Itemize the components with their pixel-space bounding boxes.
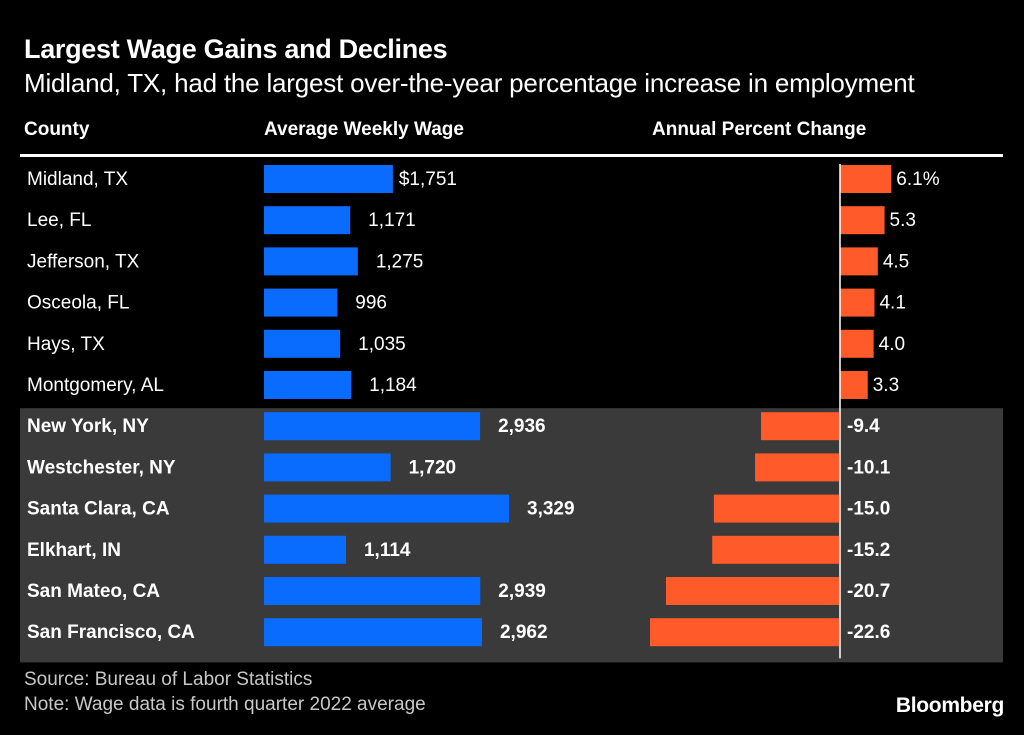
change-value-label: 3.3 [873, 375, 899, 396]
county-label: Osceola, FL [27, 293, 129, 314]
county-label: New York, NY [27, 416, 149, 437]
change-bar [840, 371, 868, 399]
county-label: Jefferson, TX [27, 251, 140, 272]
wage-bar [264, 618, 482, 647]
change-value-label: -10.1 [847, 457, 891, 478]
wage-bar [264, 494, 509, 523]
change-value-label: 5.3 [890, 210, 916, 231]
wage-value-label: 2,962 [500, 622, 548, 643]
chart-title: Largest Wage Gains and Declines [24, 34, 448, 64]
change-value-label: 4.0 [879, 334, 905, 355]
wage-value-label: 1,184 [369, 375, 417, 396]
change-bar [840, 329, 874, 358]
change-value-label: -15.0 [847, 499, 890, 520]
column-header-county: County [24, 119, 90, 140]
county-label: Lee, FL [27, 210, 91, 231]
change-value-label: -20.7 [847, 581, 890, 602]
change-bar [755, 453, 840, 482]
wage-bar [264, 165, 393, 193]
wage-bar [264, 453, 391, 482]
wage-value-label: 1,171 [368, 210, 416, 231]
wage-value-label: 3,329 [527, 499, 575, 520]
county-label: Midland, TX [27, 169, 128, 190]
change-bar [650, 618, 840, 647]
county-label: Elkhart, IN [27, 540, 121, 561]
change-bar [840, 206, 885, 235]
wage-bar [264, 206, 351, 235]
change-value-label: 4.5 [883, 251, 909, 272]
wage-value-label: 996 [355, 293, 387, 314]
county-label: San Mateo, CA [27, 581, 160, 602]
wage-bar [264, 577, 481, 605]
wage-value-label: $1,751 [399, 169, 457, 190]
data-note: Note: Wage data is fourth quarter 2022 a… [24, 694, 426, 715]
wage-value-label: 2,939 [498, 581, 546, 602]
wage-bar [264, 288, 338, 317]
wage-value-label: 1,275 [376, 251, 424, 272]
wage-bar [264, 329, 341, 358]
wage-bar [264, 371, 352, 399]
column-header-change: Annual Percent Change [652, 119, 867, 140]
bloomberg-logo: Bloomberg [895, 694, 1004, 717]
wage-value-label: 2,936 [498, 416, 546, 437]
wage-value-label: 1,035 [358, 334, 406, 355]
county-label: Hays, TX [27, 334, 105, 355]
change-bar [712, 535, 840, 564]
county-label: Santa Clara, CA [27, 499, 170, 520]
wage-value-label: 1,720 [409, 457, 457, 478]
chart-subtitle: Midland, TX, had the largest over-the-ye… [24, 68, 915, 98]
wage-bar [264, 412, 481, 441]
wage-bar [264, 535, 346, 564]
change-value-label: -9.4 [847, 416, 880, 437]
change-bar [713, 494, 840, 523]
source-note: Source: Bureau of Labor Statistics [24, 669, 313, 690]
wage-bar [264, 247, 358, 276]
wage-value-label: 1,114 [364, 540, 411, 561]
county-label: Montgomery, AL [27, 375, 164, 396]
change-value-label: 4.1 [879, 293, 905, 314]
header-divider [20, 154, 1003, 157]
change-value-label: 6.1% [896, 169, 939, 190]
county-label: San Francisco, CA [27, 622, 195, 643]
change-bar [665, 577, 840, 605]
change-bar [840, 247, 878, 276]
column-header-wage: Average Weekly Wage [264, 119, 464, 140]
change-bar [760, 412, 840, 441]
change-bar [840, 288, 875, 317]
change-value-label: -22.6 [847, 622, 890, 643]
county-label: Westchester, NY [27, 457, 176, 478]
change-value-label: -15.2 [847, 540, 890, 561]
change-bar [840, 165, 892, 193]
